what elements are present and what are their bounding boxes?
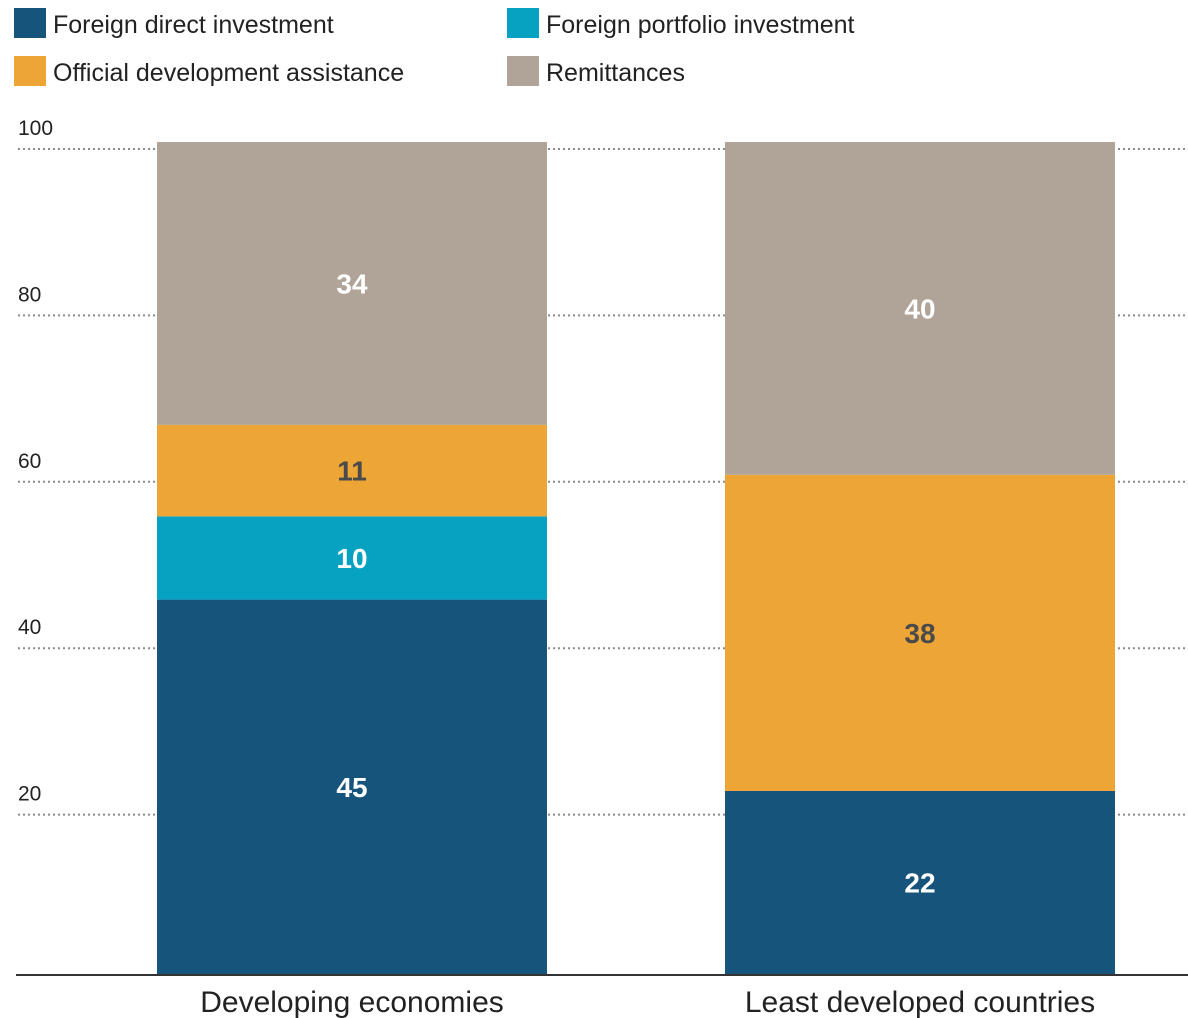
bar-segment-developing-economies-remittances (157, 142, 547, 425)
y-tick-label-100: 100 (18, 117, 53, 140)
bar-segment-developing-economies-foreign-portfolio-investment (157, 516, 547, 600)
legend-swatch (14, 8, 46, 38)
x-category-label-least-developed-countries: Least developed countries (745, 986, 1095, 1018)
category-labels: Developing economies Least developed coun… (200, 986, 1095, 1018)
data-label-developing-economies-official-development-assistance: 11 (337, 456, 367, 487)
bar-segment-developing-economies-foreign-direct-investment (157, 599, 547, 974)
x-category-label-developing-economies: Developing economies (200, 986, 504, 1018)
legend-item-foreign-portfolio-investment: Foreign portfolio investment (507, 8, 855, 39)
legend-item-official-development-assistance: Official development assistance (14, 56, 404, 87)
bar-segment-least-developed-countries-remittances (725, 142, 1115, 475)
legend: Foreign direct investment Foreign portfol… (14, 8, 855, 87)
legend-label: Official development assistance (53, 59, 404, 87)
y-tick-label-20: 20 (18, 783, 41, 806)
data-label-least-developed-countries-foreign-direct-investment: 22 (904, 867, 935, 898)
legend-item-foreign-direct-investment: Foreign direct investment (14, 8, 334, 39)
bar-segment-least-developed-countries-foreign-direct-investment (725, 790, 1115, 974)
data-label-least-developed-countries-remittances: 40 (904, 293, 935, 324)
data-label-developing-economies-foreign-portfolio-investment: 10 (336, 543, 367, 574)
legend-item-remittances: Remittances (507, 56, 685, 87)
data-labels: 45 10 11 34 22 38 40 (336, 268, 935, 898)
y-tick-label-60: 60 (18, 450, 41, 473)
y-tick-label-80: 80 (18, 283, 41, 306)
bar-segment-least-developed-countries-official-development-assistance (725, 474, 1115, 791)
legend-swatch (14, 56, 46, 86)
bars (157, 142, 1115, 974)
legend-swatch (507, 56, 539, 86)
data-label-least-developed-countries-official-development-assistance: 38 (904, 618, 935, 649)
legend-swatch (507, 8, 539, 38)
legend-label: Foreign direct investment (53, 11, 334, 39)
data-label-developing-economies-remittances: 34 (336, 268, 368, 299)
legend-label: Remittances (546, 59, 685, 87)
legend-label: Foreign portfolio investment (546, 11, 855, 39)
data-label-developing-economies-foreign-direct-investment: 45 (336, 772, 367, 803)
y-tick-label-40: 40 (18, 616, 41, 639)
bar-segment-developing-economies-official-development-assistance (157, 424, 547, 517)
